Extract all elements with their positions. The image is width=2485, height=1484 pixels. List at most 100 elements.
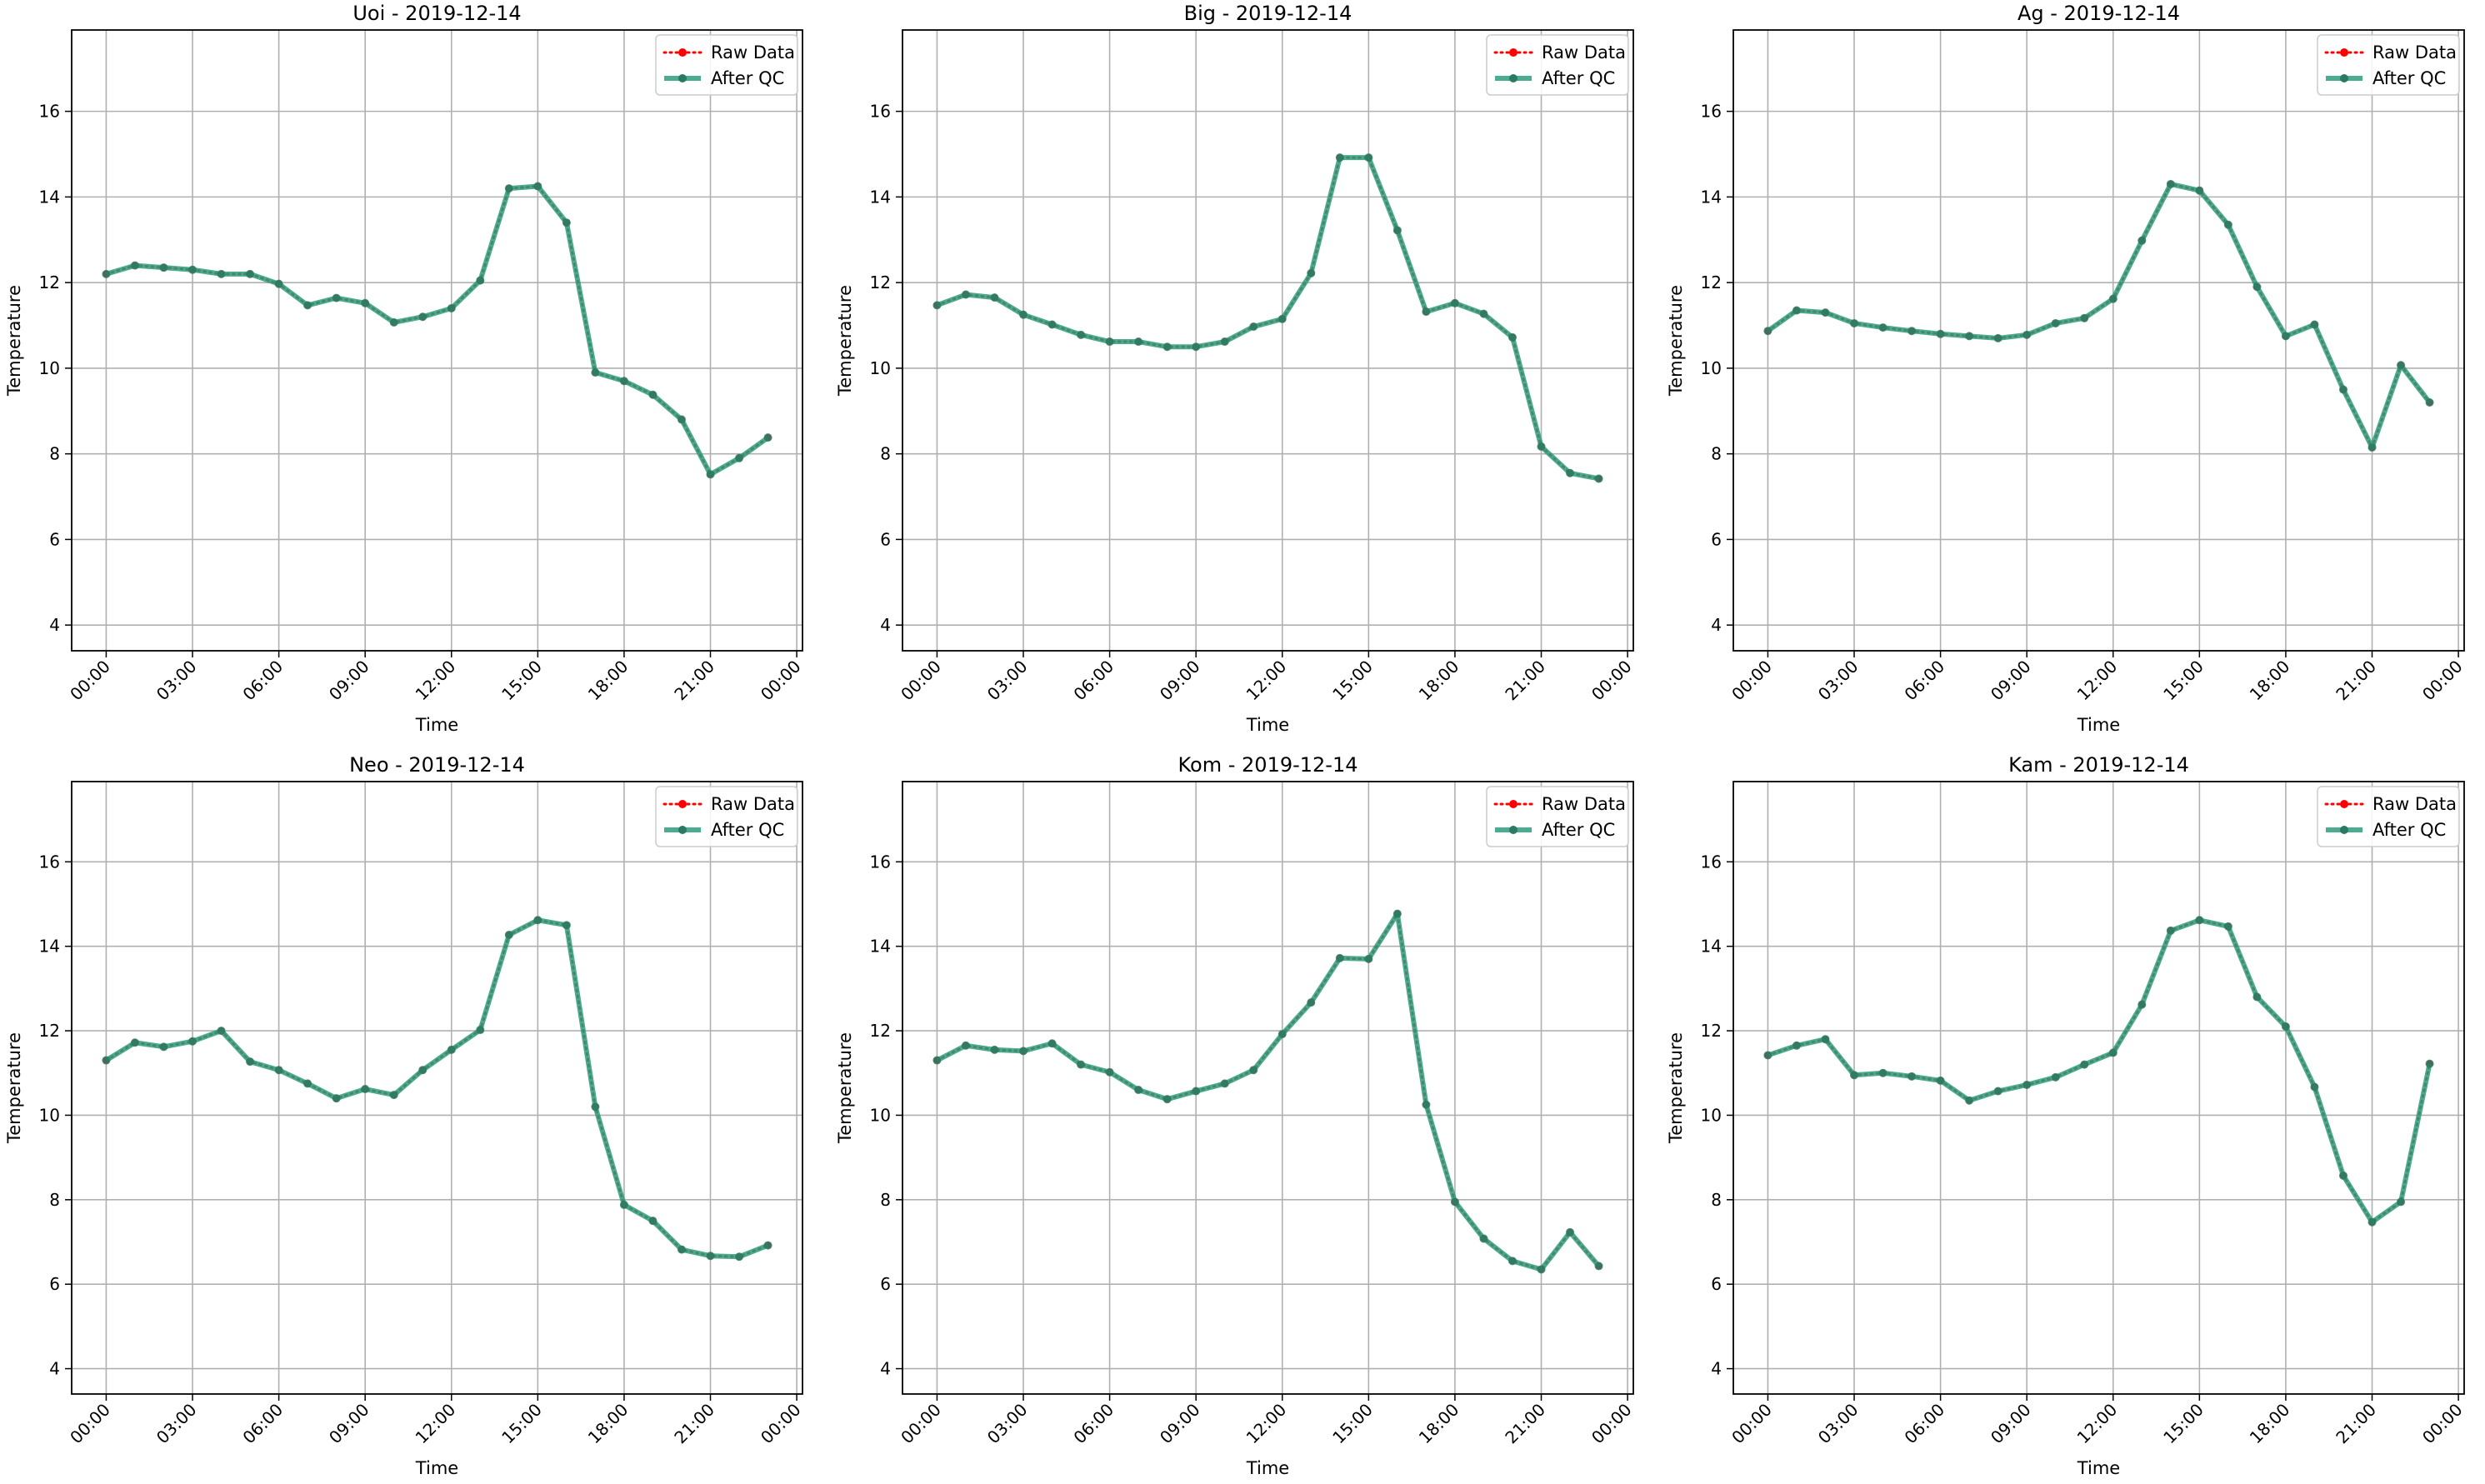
y-tick-label: 6 xyxy=(880,529,891,549)
data-point-after-qc xyxy=(1993,333,2002,342)
legend-marker-raw-data xyxy=(2340,48,2348,57)
x-tick-label: 21:00 xyxy=(1501,1400,1549,1448)
data-point-after-qc xyxy=(990,1045,999,1054)
y-tick-label: 14 xyxy=(39,187,60,207)
y-tick-label: 16 xyxy=(870,102,891,122)
y-tick-label: 10 xyxy=(39,358,60,378)
legend: Raw Data After QC xyxy=(2317,786,2460,847)
data-point-after-qc xyxy=(1392,226,1402,235)
data-point-after-qc xyxy=(1364,153,1373,162)
data-point-after-qc xyxy=(389,1091,398,1100)
data-point-after-qc xyxy=(1134,337,1143,347)
y-tick-label: 6 xyxy=(1711,529,1722,549)
data-point-after-qc xyxy=(1537,1265,1546,1274)
y-tick-label: 8 xyxy=(1711,1190,1722,1210)
data-point-after-qc xyxy=(1220,1079,1229,1088)
x-tick-label: 18:00 xyxy=(584,1400,632,1448)
data-point-after-qc xyxy=(1249,322,1258,332)
series-line-after-qc xyxy=(105,183,770,477)
data-point-after-qc xyxy=(2195,186,2204,195)
y-tick-label: 10 xyxy=(1701,358,1722,378)
x-tick-label: 06:00 xyxy=(1069,1400,1118,1448)
series-line-after-qc xyxy=(1766,181,2432,450)
x-tick-label: 00:00 xyxy=(2418,1400,2467,1448)
data-point-after-qc xyxy=(648,1217,658,1226)
y-tick-label: 14 xyxy=(1701,187,1722,207)
data-point-after-qc xyxy=(1908,327,1917,336)
y-tick-label: 16 xyxy=(39,102,60,122)
data-point-after-qc xyxy=(2108,294,2118,303)
x-tick-label: 00:00 xyxy=(897,1400,945,1448)
data-point-after-qc xyxy=(591,368,600,377)
legend-marker-raw-data xyxy=(678,800,687,808)
grid xyxy=(72,30,802,651)
data-point-after-qc xyxy=(932,1056,942,1065)
legend-label-after-qc: After QC xyxy=(2372,68,2446,88)
data-point-after-qc xyxy=(2166,179,2175,188)
x-tick-label: 00:00 xyxy=(1588,657,1636,705)
data-point-after-qc xyxy=(2281,1022,2290,1031)
data-point-after-qc xyxy=(2425,398,2434,407)
x-tick-label: 21:00 xyxy=(2332,657,2380,705)
data-point-after-qc xyxy=(1019,1047,1028,1056)
data-point-after-qc xyxy=(2080,313,2089,322)
x-tick-label: 21:00 xyxy=(1501,657,1549,705)
data-point-after-qc xyxy=(648,390,658,399)
data-point-after-qc xyxy=(735,1252,744,1262)
x-tick-label: 18:00 xyxy=(2246,1400,2294,1448)
y-tick-label: 4 xyxy=(880,615,891,635)
data-point-after-qc xyxy=(1936,329,1945,338)
data-point-after-qc xyxy=(2195,916,2204,925)
data-point-after-qc xyxy=(1278,314,1287,323)
data-point-after-qc xyxy=(418,1066,428,1075)
data-point-after-qc xyxy=(389,317,398,327)
data-point-after-qc xyxy=(2022,1080,2032,1089)
data-point-after-qc xyxy=(1878,323,1888,332)
y-tick-label: 4 xyxy=(49,615,60,635)
x-tick-label: 18:00 xyxy=(2246,657,2294,705)
grid xyxy=(902,782,1633,1394)
data-point-after-qc xyxy=(361,1085,370,1094)
y-axis-label: Temperature xyxy=(4,1032,24,1144)
data-point-after-qc xyxy=(562,921,571,930)
data-point-after-qc xyxy=(619,1200,628,1209)
x-tick-label: 12:00 xyxy=(2073,1400,2122,1448)
data-point-after-qc xyxy=(476,1026,485,1035)
chart-panel-3: Neo - 2019-12-14 4 6 8 10 12 14 16 00:00 03:00 06:… xyxy=(4,753,805,1478)
y-tick-label: 16 xyxy=(1701,102,1722,122)
data-point-after-qc xyxy=(246,1057,255,1067)
y-tick-label: 14 xyxy=(1701,937,1722,957)
x-tick-label: 06:00 xyxy=(238,1400,287,1448)
y-tick-label: 4 xyxy=(1711,615,1722,635)
data-point-after-qc xyxy=(2022,330,2032,339)
y-tick-label: 6 xyxy=(49,1274,60,1294)
y-tick-label: 4 xyxy=(880,1359,891,1379)
x-tick-label: 06:00 xyxy=(1900,1400,1948,1448)
x-tick-label: 21:00 xyxy=(670,1400,718,1448)
x-tick-label: 15:00 xyxy=(2159,657,2208,705)
data-point-after-qc xyxy=(1850,318,1859,327)
legend-label-raw-data: Raw Data xyxy=(711,42,795,62)
data-point-after-qc xyxy=(1220,337,1229,347)
x-tick-label: 00:00 xyxy=(1728,657,1776,705)
data-point-after-qc xyxy=(1335,953,1344,962)
x-tick-label: 06:00 xyxy=(1900,657,1948,705)
data-point-after-qc xyxy=(1508,1257,1517,1266)
data-point-after-qc xyxy=(2223,220,2232,229)
y-tick-label: 8 xyxy=(49,444,60,464)
x-tick-label: 00:00 xyxy=(757,657,805,705)
legend-label-raw-data: Raw Data xyxy=(711,794,795,814)
x-tick-label: 09:00 xyxy=(1156,1400,1204,1448)
data-point-after-qc xyxy=(130,261,139,270)
data-point-after-qc xyxy=(303,1079,312,1088)
y-axis-label: Temperature xyxy=(835,1032,855,1144)
data-point-after-qc xyxy=(130,1038,139,1047)
x-tick-label: 00:00 xyxy=(66,1400,114,1448)
data-point-after-qc xyxy=(533,916,542,925)
x-tick-label: 00:00 xyxy=(2418,657,2467,705)
y-tick-label: 12 xyxy=(39,272,60,292)
data-point-after-qc xyxy=(961,1041,970,1050)
data-point-after-qc xyxy=(1077,1060,1086,1069)
series-line-after-qc xyxy=(1767,917,2432,1225)
data-point-after-qc xyxy=(1048,1039,1057,1048)
